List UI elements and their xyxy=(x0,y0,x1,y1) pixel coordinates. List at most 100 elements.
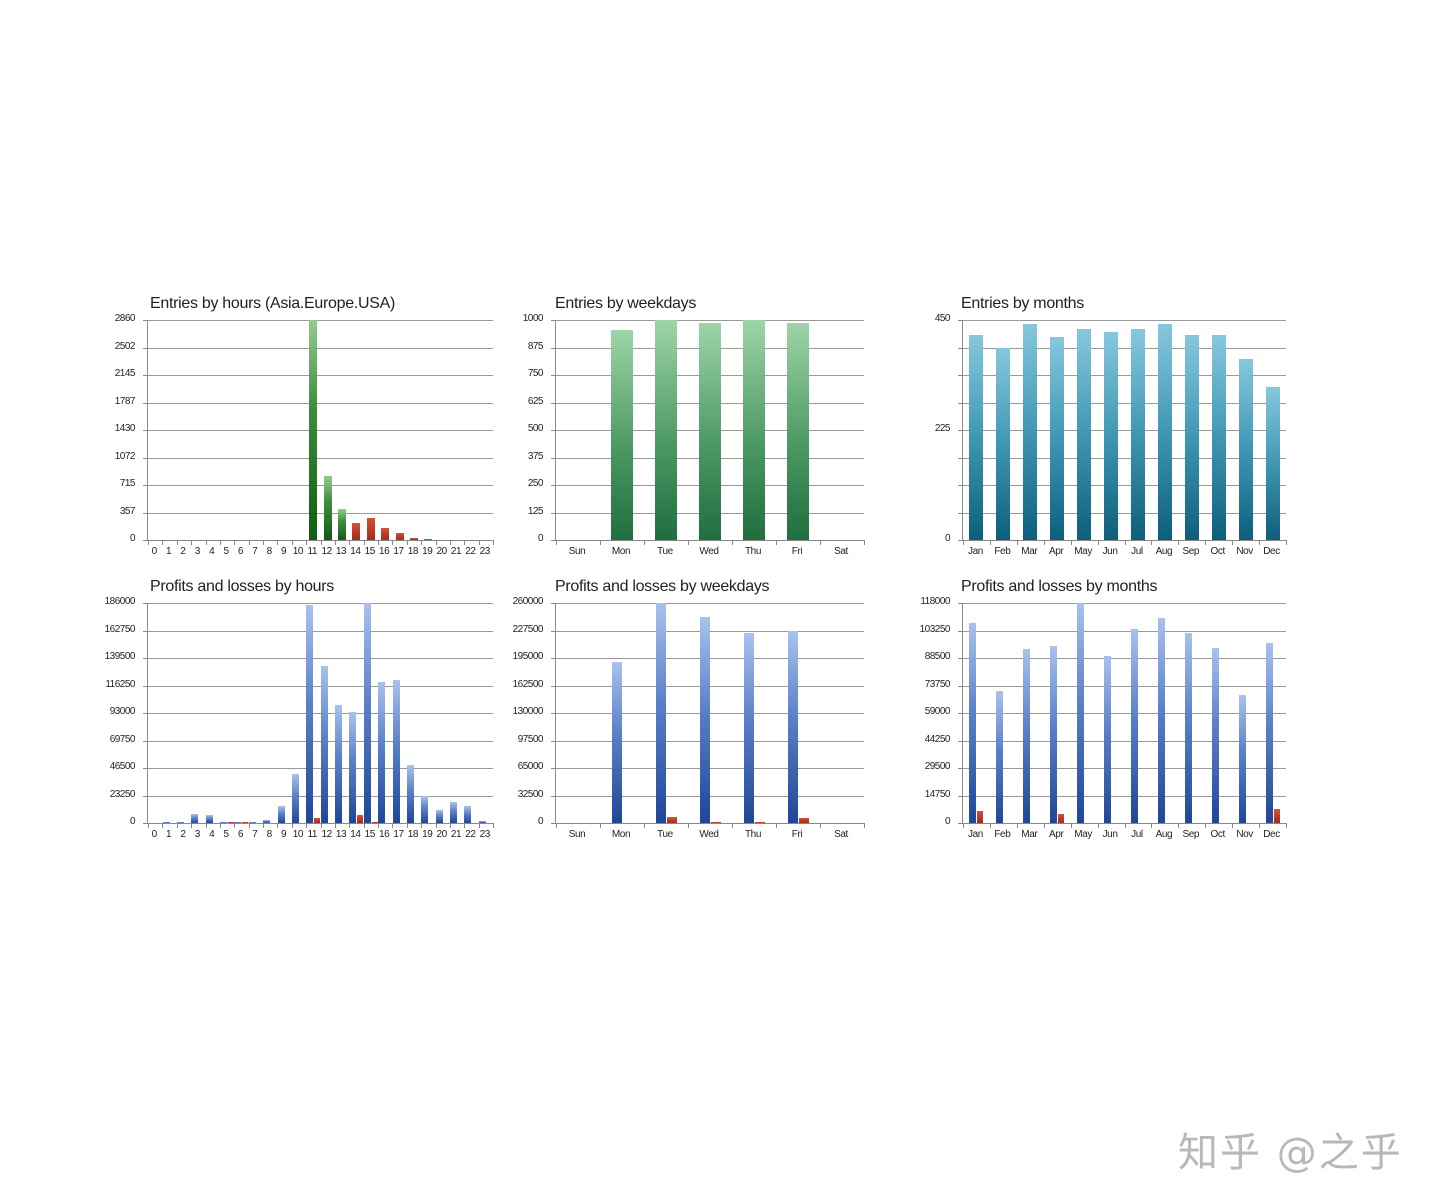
x-axis-label: 1 xyxy=(165,546,172,557)
x-axis-label: 7 xyxy=(252,829,258,840)
bar xyxy=(366,518,375,540)
x-axis-label: Tue xyxy=(657,829,673,840)
x-tick xyxy=(688,540,689,545)
y-tick xyxy=(143,685,148,687)
x-axis-label: 6 xyxy=(237,546,244,557)
x-axis-label: Mon xyxy=(611,546,631,557)
y-axis-label: 450 xyxy=(934,313,951,324)
x-tick xyxy=(334,823,336,828)
y-tick xyxy=(958,320,963,321)
chart-title: Entries by weekdays xyxy=(555,295,697,312)
y-tick xyxy=(551,485,556,486)
x-tick xyxy=(1097,540,1099,545)
y-axis-label: 225 xyxy=(934,423,951,434)
gridline xyxy=(556,658,864,659)
gridline xyxy=(963,402,1286,404)
x-tick xyxy=(493,823,494,828)
y-axis-label: 357 xyxy=(119,505,136,517)
y-axis-label: 227500 xyxy=(512,623,544,635)
x-tick xyxy=(306,823,308,828)
x-axis-label: Aug xyxy=(1155,546,1173,557)
plot-area xyxy=(143,320,494,545)
bar xyxy=(1050,337,1065,540)
x-tick xyxy=(263,540,264,545)
profit-bar xyxy=(1050,646,1058,823)
y-axis-label: 73750 xyxy=(924,678,951,690)
x-axis-label: 7 xyxy=(252,546,258,557)
x-axis-label: 22 xyxy=(465,829,476,840)
x-axis-label: Mon xyxy=(611,829,631,840)
x-tick xyxy=(644,540,645,545)
profit-bar xyxy=(787,631,798,823)
bar xyxy=(395,533,404,540)
x-axis-label: Wed xyxy=(699,829,719,840)
y-tick xyxy=(143,795,148,797)
y-axis-label: 875 xyxy=(527,340,544,352)
x-axis-label: 21 xyxy=(450,829,462,840)
x-tick xyxy=(1070,823,1072,828)
x-tick xyxy=(435,540,437,545)
y-tick xyxy=(551,713,556,714)
y-tick xyxy=(551,457,556,459)
y-axis-label: 2145 xyxy=(114,368,136,379)
profit-bar xyxy=(335,704,343,823)
y-tick xyxy=(143,768,148,769)
y-tick xyxy=(551,402,556,404)
x-tick xyxy=(1205,540,1207,545)
x-axis-label: 13 xyxy=(335,829,347,840)
x-tick xyxy=(1151,540,1153,545)
y-tick xyxy=(143,713,148,714)
loss-bar xyxy=(754,822,765,823)
y-axis-label: 32500 xyxy=(517,788,544,800)
gridline xyxy=(148,485,493,486)
x-axis-label: Apr xyxy=(1049,829,1064,840)
x-axis-label: Feb xyxy=(994,546,1011,557)
x-axis-label: 10 xyxy=(292,829,304,840)
gridline xyxy=(556,740,864,742)
x-tick xyxy=(1286,823,1287,828)
y-tick xyxy=(551,685,556,687)
profit-bar xyxy=(1184,632,1192,823)
chart-title: Entries by hours (Asia.Europe.USA) xyxy=(150,295,396,312)
x-tick xyxy=(493,540,494,545)
y-axis-label: 23250 xyxy=(109,788,136,800)
y-axis-label: 116250 xyxy=(105,678,135,690)
gridline xyxy=(963,375,1286,376)
x-tick xyxy=(1124,823,1126,828)
x-axis-label: 3 xyxy=(194,829,201,840)
y-tick xyxy=(143,658,148,659)
gridline xyxy=(148,630,493,632)
x-tick xyxy=(1259,540,1261,545)
x-tick xyxy=(776,540,777,545)
profit-bar xyxy=(363,603,371,823)
y-axis-label: 0 xyxy=(944,533,951,544)
y-tick xyxy=(551,740,556,742)
y-tick xyxy=(143,375,148,376)
x-tick xyxy=(421,540,423,545)
y-tick xyxy=(958,823,963,824)
y-tick xyxy=(143,485,148,486)
x-axis-label: Mar xyxy=(1021,546,1038,557)
x-axis-label: Sat xyxy=(834,546,848,557)
x-tick xyxy=(688,823,689,828)
x-axis-label: 5 xyxy=(223,546,229,557)
x-axis-label: Tue xyxy=(657,546,673,557)
x-axis-label: Jun xyxy=(1102,546,1118,557)
x-tick xyxy=(989,540,991,545)
y-axis-label: 2860 xyxy=(114,313,136,324)
gridline xyxy=(556,713,864,714)
y-axis-label: 139500 xyxy=(104,651,136,662)
profit-bar xyxy=(450,802,458,823)
plot-area xyxy=(958,320,1287,545)
y-axis-label: 46500 xyxy=(109,761,136,772)
gridline xyxy=(148,375,493,376)
x-axis-label: 18 xyxy=(407,546,419,557)
y-tick xyxy=(143,402,148,404)
y-tick xyxy=(551,540,556,541)
y-tick xyxy=(958,540,963,541)
y-axis-label: 103250 xyxy=(919,623,951,635)
x-axis-label: 2 xyxy=(180,546,186,557)
y-axis-label: 750 xyxy=(527,368,544,379)
x-tick xyxy=(1178,823,1180,828)
x-axis-label: 0 xyxy=(151,546,158,557)
